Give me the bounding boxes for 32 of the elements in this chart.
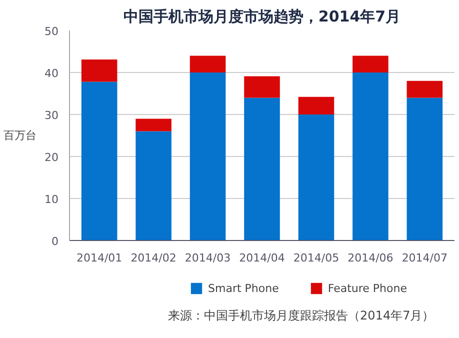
bar xyxy=(190,56,226,72)
bar xyxy=(190,72,226,240)
bar xyxy=(298,96,334,114)
bar xyxy=(81,82,118,240)
y-tick-label: 40 xyxy=(44,67,59,80)
bar xyxy=(406,98,443,240)
bar xyxy=(406,80,443,98)
bar xyxy=(244,98,280,240)
y-tick-label: 20 xyxy=(44,151,59,164)
bar xyxy=(244,76,280,98)
bar xyxy=(352,56,388,72)
bar xyxy=(81,59,118,82)
y-tick-label: 50 xyxy=(44,25,59,38)
legend-label: Feature Phone xyxy=(328,282,407,294)
x-tick-label: 2014/01 xyxy=(76,252,122,264)
x-tick-label: 2014/02 xyxy=(130,252,176,264)
chart-title: 中国手机市场月度市场趋势，2014年7月 xyxy=(123,8,401,26)
bar xyxy=(136,131,172,240)
x-tick-label: 2014/04 xyxy=(239,252,285,264)
x-tick-label: 2014/05 xyxy=(293,252,340,264)
x-tick-label: 2014/06 xyxy=(348,252,394,264)
bar xyxy=(298,114,334,240)
bar xyxy=(352,72,388,240)
y-tick-label: 10 xyxy=(44,193,59,206)
x-tick-label: 2014/07 xyxy=(402,252,448,264)
x-tick-label: 2014/03 xyxy=(184,252,231,264)
legend-label: Smart Phone xyxy=(208,282,279,294)
y-axis-title: 百万台 xyxy=(4,129,37,142)
y-tick-label: 0 xyxy=(52,235,58,248)
y-tick-label: 30 xyxy=(44,109,59,122)
source-note: 来源：中国手机市场月度跟踪报告（2014年7月） xyxy=(168,308,434,323)
bar xyxy=(136,118,172,132)
